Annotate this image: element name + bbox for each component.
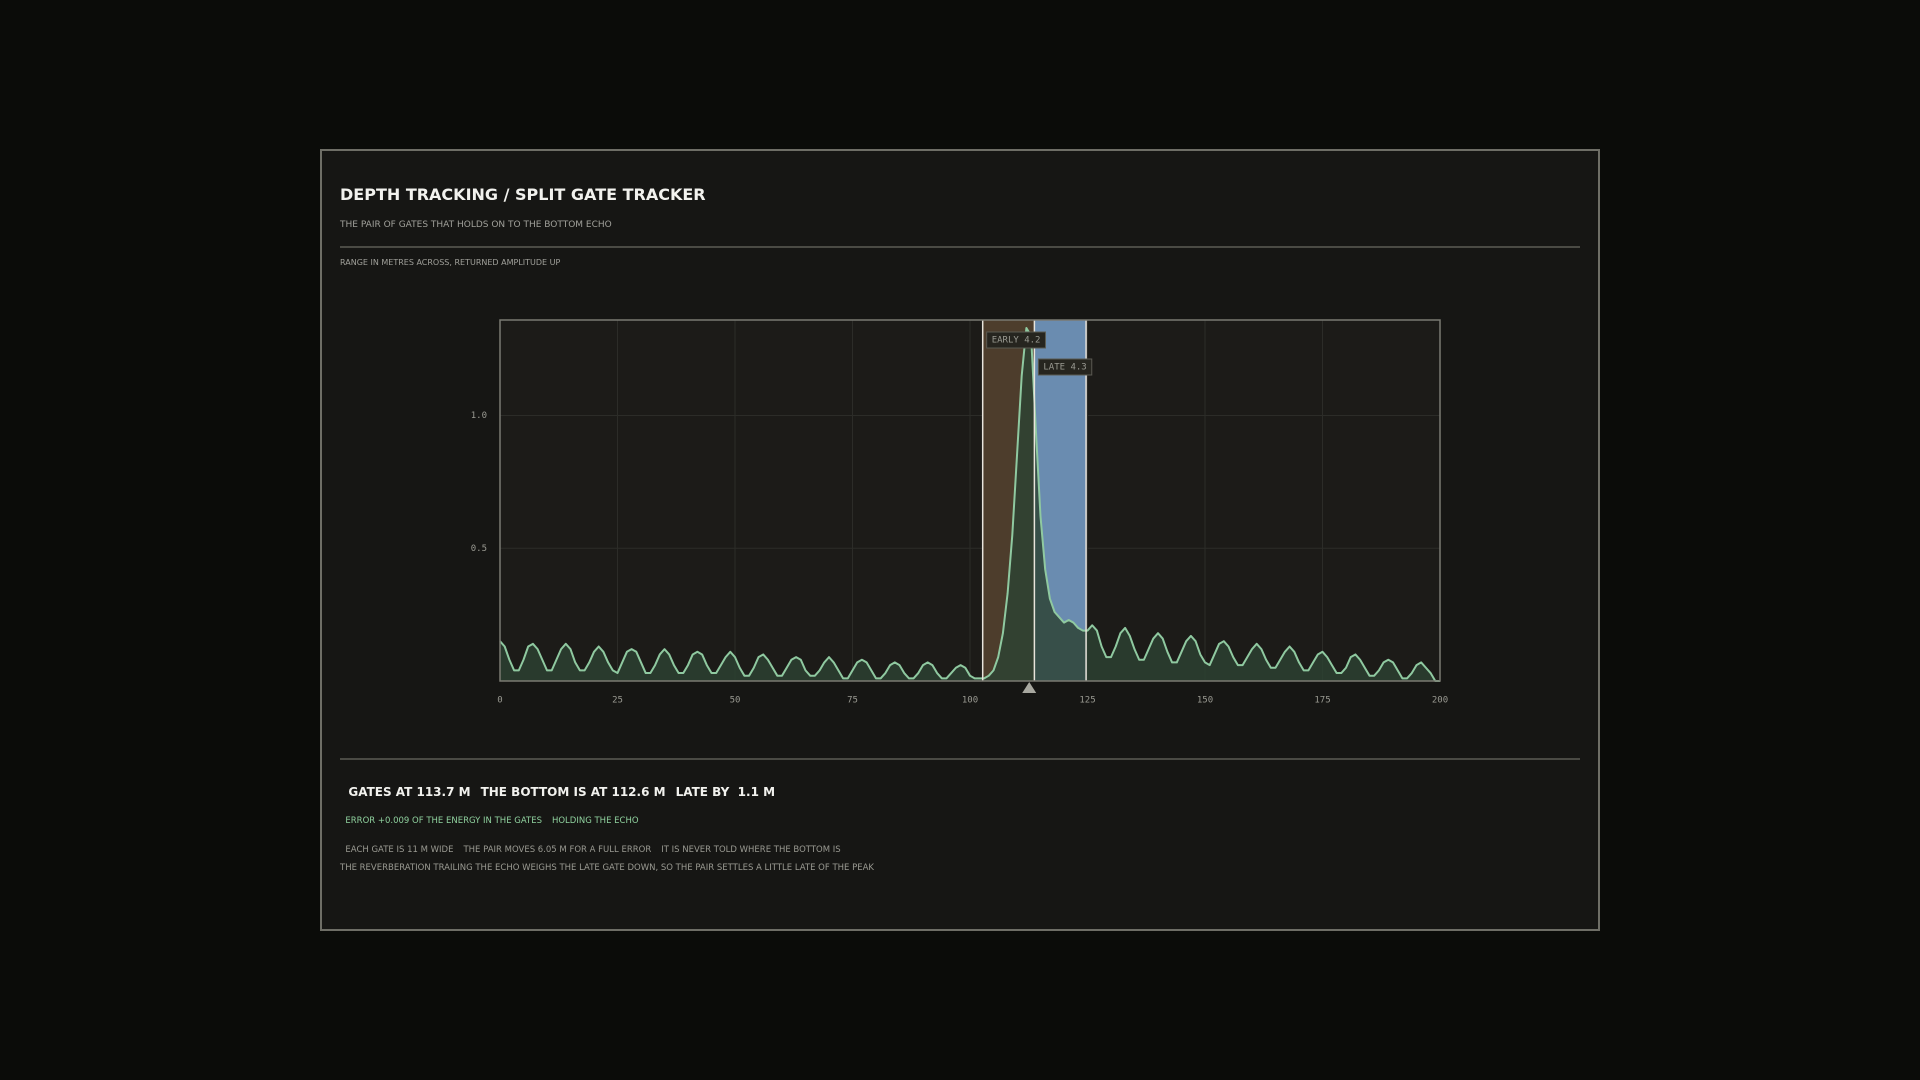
gate-label: EARLY 4.2 bbox=[992, 336, 1041, 346]
explanation: THE REVERBERATION TRAILING THE ECHO WEIG… bbox=[340, 863, 875, 873]
x-tick-label: 200 bbox=[1432, 696, 1448, 706]
notes-line: EACH GATE IS 11 M WIDE THE PAIR MOVES 6.0… bbox=[340, 835, 851, 855]
note: THE PAIR MOVES 6.05 M FOR A FULL ERROR bbox=[463, 845, 652, 855]
x-tick-label: 50 bbox=[730, 696, 741, 706]
status: GATES AT 113.7 M bbox=[348, 785, 471, 799]
echo-line bbox=[499, 326, 1440, 682]
status-line: GATES AT 113.7 M THE BOTTOM IS AT 112.6 M… bbox=[340, 771, 785, 799]
divider bbox=[340, 246, 1580, 248]
status: THE BOTTOM IS AT 112.6 M bbox=[480, 785, 666, 799]
bottom-marker bbox=[1022, 682, 1037, 693]
gate-label: LATE 4.3 bbox=[1043, 363, 1086, 373]
y-tick-label: 0.5 bbox=[471, 544, 487, 554]
error-line: ERROR +0.009 OF THE ENERGY IN THE GATES H… bbox=[340, 806, 649, 826]
error: HOLDING THE ECHO bbox=[551, 816, 639, 826]
note: IT IS NEVER TOLD WHERE THE BOTTOM IS bbox=[661, 845, 841, 855]
y-tick-label: 1.0 bbox=[471, 411, 487, 421]
x-tick-label: 125 bbox=[1079, 696, 1095, 706]
plot-frame bbox=[499, 319, 1441, 682]
x-tick-label: 75 bbox=[847, 696, 858, 706]
gate-label-box bbox=[986, 331, 1046, 349]
x-tick-label: 25 bbox=[612, 696, 623, 706]
x-tick-label: 175 bbox=[1314, 696, 1330, 706]
subtitle: THE PAIR OF GATES THAT HOLDS ON TO THE B… bbox=[340, 220, 612, 230]
x-tick-label: 150 bbox=[1197, 696, 1213, 706]
status: LATE BY 1.1 M bbox=[675, 785, 776, 799]
x-tick-label: 100 bbox=[962, 696, 978, 706]
axis-note: RANGE IN METRES ACROSS, RETURNED AMPLITU… bbox=[340, 258, 561, 267]
title: DEPTH TRACKING / SPLIT GATE TRACKER bbox=[340, 185, 706, 204]
gate-label-box bbox=[1037, 358, 1093, 376]
note: EACH GATE IS 11 M WIDE bbox=[345, 845, 454, 855]
x-tick-label: 0 bbox=[497, 696, 502, 706]
error: ERROR +0.009 OF THE ENERGY IN THE GATES bbox=[345, 816, 542, 826]
divider bbox=[340, 758, 1580, 760]
